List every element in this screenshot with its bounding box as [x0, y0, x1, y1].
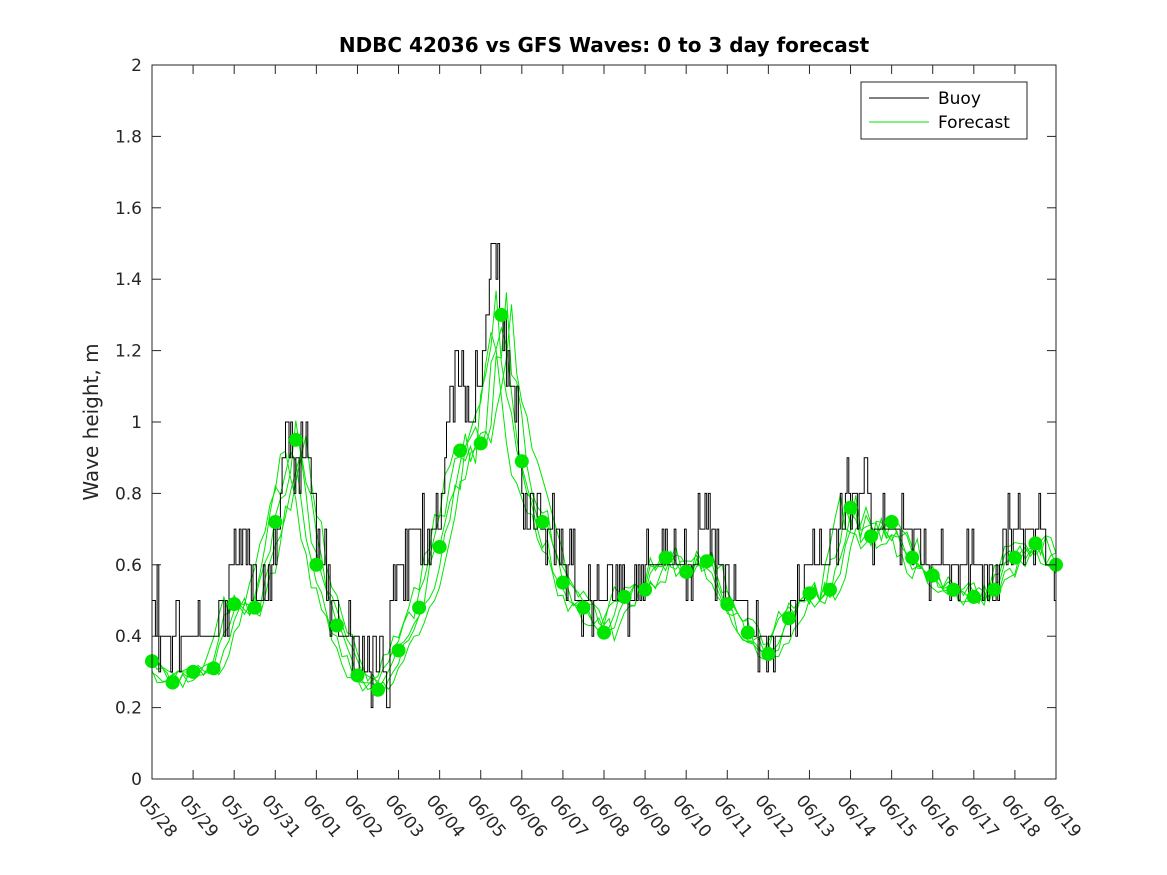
- forecast-markers: [145, 307, 1063, 697]
- forecast-point: [966, 589, 981, 604]
- forecast-point: [638, 582, 653, 597]
- forecast-point: [1007, 550, 1022, 565]
- forecast-point: [186, 664, 201, 679]
- forecast-point: [905, 550, 920, 565]
- forecast-point: [761, 647, 776, 662]
- forecast-point: [720, 597, 735, 612]
- forecast-point: [268, 514, 283, 529]
- y-tick-label: 0.8: [115, 484, 142, 504]
- legend-forecast-label: Forecast: [938, 113, 1010, 133]
- y-tick-label: 0.4: [115, 627, 142, 647]
- forecast-point: [823, 582, 837, 597]
- chart-title: NDBC 42036 vs GFS Waves: 0 to 3 day fore…: [339, 33, 870, 57]
- buoy-series-group: [152, 243, 1057, 709]
- forecast-point: [843, 500, 858, 515]
- legend-box: [860, 81, 1028, 140]
- forecast-point: [453, 443, 468, 458]
- forecast-point: [412, 600, 427, 615]
- y-axis-ticks: 0 0.2 0.4 0.6 0.8 1 1.2 1.4 1.6 1.8 2: [115, 56, 1056, 790]
- y-tick-label: 0.2: [115, 699, 142, 719]
- forecast-point: [350, 668, 365, 683]
- forecast-point: [597, 625, 611, 640]
- forecast-line: [151, 290, 1057, 691]
- forecast-point: [309, 557, 324, 572]
- forecast-point: [391, 643, 406, 658]
- forecast-point: [206, 661, 221, 676]
- y-tick-label: 2: [131, 56, 142, 76]
- forecast-point: [1028, 536, 1043, 551]
- legend-buoy-label: Buoy: [938, 89, 981, 109]
- forecast-point: [781, 611, 796, 626]
- y-tick-label: 0: [131, 770, 142, 790]
- y-tick-label: 0.6: [115, 556, 142, 576]
- forecast-point: [514, 454, 529, 469]
- forecast-point: [247, 600, 262, 615]
- forecast-point: [576, 600, 591, 615]
- y-tick-label: 1.6: [115, 199, 142, 219]
- forecast-point: [227, 597, 242, 612]
- legend: Buoy Forecast: [860, 81, 1028, 140]
- forecast-point: [925, 568, 940, 583]
- forecast-point: [555, 575, 570, 590]
- y-tick-label: 1.8: [115, 127, 142, 147]
- forecast-point: [884, 514, 899, 529]
- forecast-point: [535, 514, 550, 529]
- forecast-point: [864, 529, 879, 544]
- forecast-point: [165, 675, 180, 690]
- forecast-point: [288, 432, 303, 447]
- forecast-point: [473, 436, 488, 451]
- forecast-point: [802, 586, 817, 601]
- forecast-point: [494, 307, 509, 322]
- forecast-point: [699, 554, 714, 569]
- forecast-point: [371, 682, 385, 697]
- y-axis-label: Wave height, m: [79, 343, 103, 500]
- forecast-point: [946, 582, 961, 597]
- forecast-point: [432, 539, 447, 554]
- forecast-line: [151, 332, 1057, 692]
- y-tick-label: 1.2: [115, 342, 142, 362]
- buoy-line: [152, 243, 1057, 709]
- forecast-point: [617, 589, 632, 604]
- forecast-point: [329, 618, 344, 633]
- y-tick-label: 1: [131, 413, 142, 433]
- forecast-point: [987, 582, 1002, 597]
- y-tick-label: 1.4: [115, 270, 142, 290]
- forecast-point: [679, 564, 694, 579]
- forecast-point: [740, 625, 755, 640]
- forecast-point: [658, 550, 673, 565]
